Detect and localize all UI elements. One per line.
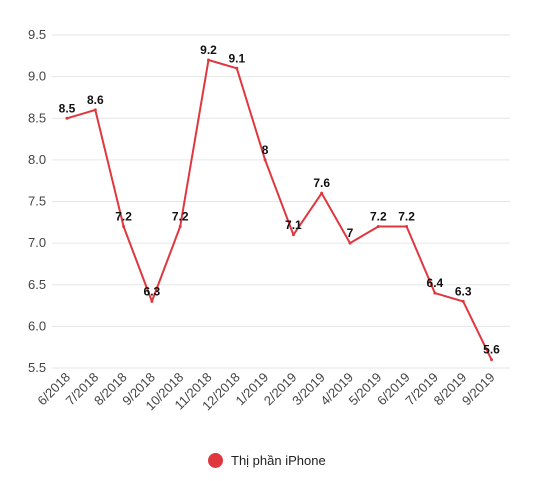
- data-label: 7.2: [172, 209, 189, 223]
- data-label: 7.2: [398, 209, 415, 223]
- legend[interactable]: Thị phần iPhone: [208, 451, 326, 469]
- legend-label: Thị phần iPhone: [231, 452, 326, 468]
- data-point: [490, 358, 493, 362]
- data-label: 9.2: [200, 43, 217, 57]
- y-tick-label: 6.0: [28, 318, 46, 333]
- data-point: [405, 224, 409, 228]
- data-labels: 8.5 8.6 7.2 6.3 7.2 9.2 9.1 8 7.1 7.6 7 7.2 7.2 6.4 6.…: [59, 43, 501, 357]
- y-tick-label: 8.5: [28, 110, 46, 125]
- data-point: [263, 158, 267, 162]
- y-tick-label: 7.0: [28, 235, 46, 250]
- x-tick-label: 9/2019: [459, 370, 498, 409]
- data-label: 8: [262, 143, 269, 157]
- y-axis-ticks: 5.5 6.0 6.5 7.0 7.5 8.0 8.5 9.0 9.5: [28, 27, 46, 375]
- data-point: [65, 116, 69, 120]
- data-point: [122, 224, 126, 228]
- series-iphone-share: [65, 58, 493, 362]
- data-point: [291, 233, 295, 237]
- series-line: [66, 59, 493, 361]
- data-point: [178, 224, 182, 228]
- y-tick-label: 9.5: [28, 27, 46, 42]
- data-point: [461, 299, 465, 303]
- data-label: 7.2: [115, 209, 132, 223]
- data-label: 7.6: [313, 176, 330, 190]
- data-label: 8.6: [87, 93, 104, 107]
- x-axis-ticks: 6/20187/20188/20189/201810/201811/201812…: [34, 370, 497, 414]
- y-tick-label: 5.5: [28, 360, 46, 375]
- data-point: [376, 224, 380, 228]
- data-point: [320, 191, 324, 195]
- y-tick-label: 9.0: [28, 69, 46, 84]
- y-tick-label: 6.5: [28, 277, 46, 292]
- data-point: [207, 58, 210, 62]
- data-point: [235, 66, 239, 70]
- data-point: [150, 299, 154, 303]
- data-point: [433, 291, 437, 295]
- y-tick-label: 8.0: [28, 152, 46, 167]
- data-label: 7: [347, 226, 354, 240]
- data-label: 7.2: [370, 209, 387, 223]
- y-tick-label: 7.5: [28, 194, 46, 209]
- data-label: 6.3: [455, 284, 472, 298]
- legend-marker-icon: [208, 452, 223, 468]
- data-point: [93, 108, 97, 112]
- data-label: 7.1: [285, 218, 302, 232]
- data-point: [348, 241, 352, 245]
- data-label: 9.1: [228, 51, 245, 65]
- data-label: 8.5: [59, 101, 76, 115]
- data-label: 6.4: [427, 276, 444, 290]
- data-label: 5.6: [483, 343, 500, 357]
- data-label: 6.3: [144, 284, 161, 298]
